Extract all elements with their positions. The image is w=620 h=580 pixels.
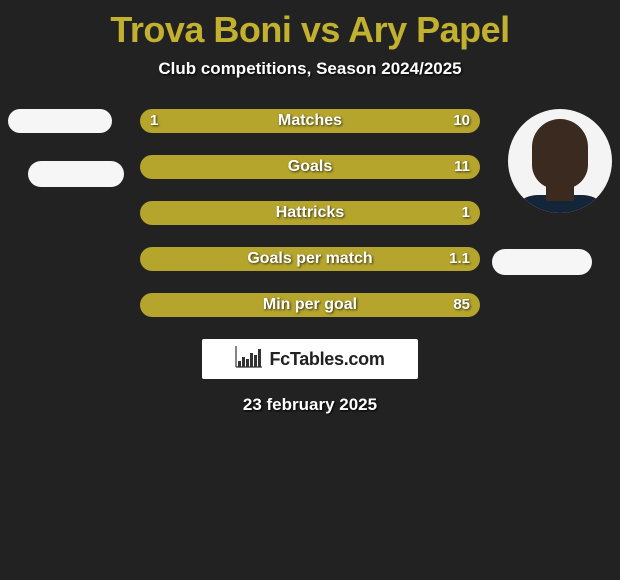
player-left-photo-placeholder <box>8 109 112 133</box>
photo-head <box>532 119 588 189</box>
stat-bars: 1 Matches 10 Goals 11 Hattricks 1 Goals … <box>140 109 480 415</box>
bar-chart-icon <box>235 346 263 373</box>
stat-right-value: 1 <box>462 201 470 225</box>
stat-label: Goals per match <box>140 247 480 271</box>
flag-placeholder <box>492 249 592 275</box>
player-right-flag <box>492 249 592 275</box>
stat-label: Goals <box>140 155 480 179</box>
stat-label: Hattricks <box>140 201 480 225</box>
player-right-photo <box>508 109 612 213</box>
player-left-flag <box>28 161 124 187</box>
stats-card: Trova Boni vs Ary Papel Club competition… <box>0 0 620 580</box>
stat-label: Min per goal <box>140 293 480 317</box>
stat-row-gpm: Goals per match 1.1 <box>140 247 480 271</box>
stat-label: Matches <box>140 109 480 133</box>
page-subtitle: Club competitions, Season 2024/2025 <box>0 59 620 79</box>
player-left <box>8 109 112 133</box>
branding-box: FcTables.com <box>202 339 418 379</box>
flag-placeholder <box>28 161 124 187</box>
stat-right-value: 10 <box>453 109 470 133</box>
footer-date: 23 february 2025 <box>140 395 480 415</box>
branding-text: FcTables.com <box>269 349 384 370</box>
stat-row-hattricks: Hattricks 1 <box>140 201 480 225</box>
stat-row-mpg: Min per goal 85 <box>140 293 480 317</box>
player-right <box>508 109 612 213</box>
stat-row-matches: 1 Matches 10 <box>140 109 480 133</box>
page-title: Trova Boni vs Ary Papel <box>0 9 620 51</box>
stat-right-value: 11 <box>454 155 470 179</box>
stat-right-value: 85 <box>453 293 470 317</box>
stat-row-goals: Goals 11 <box>140 155 480 179</box>
stat-right-value: 1.1 <box>449 247 470 271</box>
